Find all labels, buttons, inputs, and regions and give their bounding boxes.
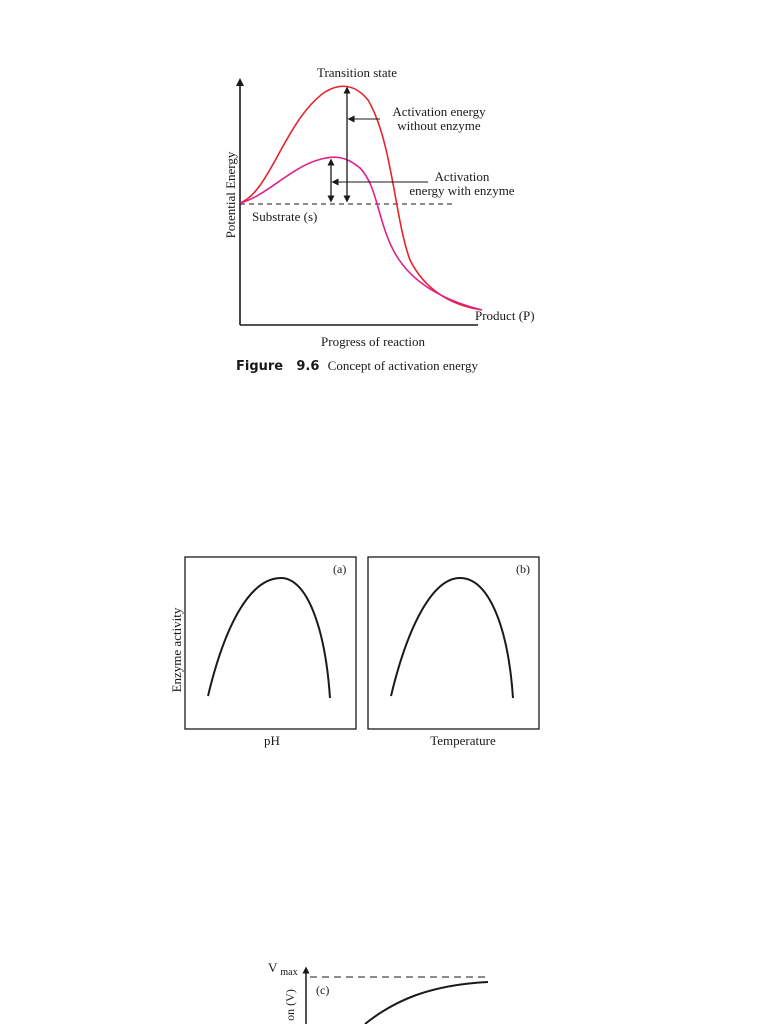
reaction-velocity-figure: V max (c) on (V) (268, 960, 490, 1024)
enzyme-activity-ylabel: Enzyme activity (169, 607, 184, 692)
panel-b-curve (390, 576, 514, 699)
y-axis-label: Potential Energy (223, 151, 238, 238)
panel-c-ylabel-fragment: on (V) (283, 989, 297, 1021)
vmax-label: V max (268, 960, 298, 978)
caption-label: Figure (236, 359, 283, 374)
enzyme-activity-figure: (a) pH (b) Temperature Enzyme activity (169, 556, 540, 748)
panel-a-tag: (a) (333, 562, 346, 576)
caption-number: 9.6 (296, 359, 319, 374)
caption-text: Concept of activation energy (328, 358, 479, 373)
panel-b-frame (367, 556, 540, 730)
transition-state-label: Transition state (317, 65, 397, 80)
vmax-main: V (268, 960, 278, 975)
figure-caption: Figure 9.6 Concept of activation energy (236, 358, 478, 374)
activation-without-label-line2: without enzyme (397, 118, 481, 133)
activation-energy-figure: Transition state Activation energy witho… (223, 65, 535, 374)
panel-a-xlabel: pH (264, 733, 280, 748)
curve-without-enzyme (239, 85, 483, 311)
activation-with-label-line2: energy with enzyme (409, 183, 514, 198)
panel-a-curve (207, 576, 331, 699)
panel-c-tag: (c) (316, 983, 329, 997)
substrate-label: Substrate (s) (252, 209, 317, 224)
activation-without-label-line1: Activation energy (392, 104, 486, 119)
panel-b-tag: (b) (516, 562, 530, 576)
activation-with-label-line1: Activation (435, 169, 490, 184)
panel-b-xlabel: Temperature (430, 733, 496, 748)
product-label: Product (P) (475, 308, 535, 323)
x-axis-label: Progress of reaction (321, 334, 425, 349)
curve-with-enzyme (239, 156, 483, 311)
panel-c-curve (364, 981, 489, 1024)
panel-a-frame (184, 556, 357, 730)
vmax-sub: max (280, 967, 297, 978)
